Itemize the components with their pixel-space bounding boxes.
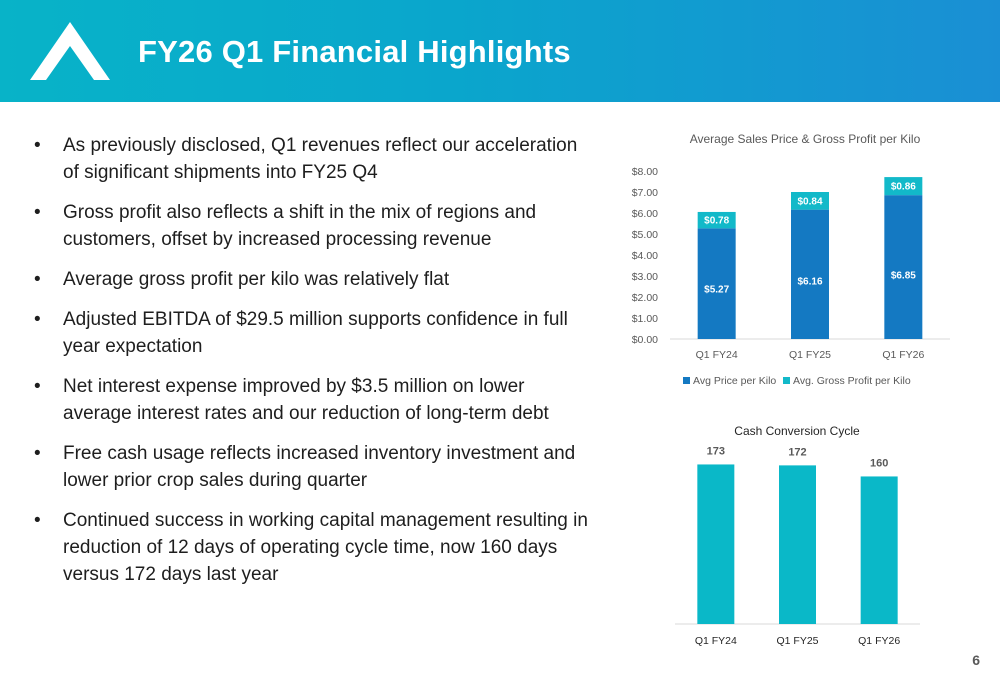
bullet-text: Adjusted EBITDA of $29.5 million support… xyxy=(63,309,568,357)
x-tick-label: Q1 FY26 xyxy=(858,635,900,647)
header-banner: FY26 Q1 Financial Highlights xyxy=(0,0,1000,102)
bullet-text: Average gross profit per kilo was relati… xyxy=(63,269,450,290)
legend-label: Avg. Gross Profit per Kilo xyxy=(793,375,911,387)
y-tick-label: $0.00 xyxy=(632,334,658,346)
legend-label: Avg Price per Kilo xyxy=(693,375,776,387)
profit-bar xyxy=(791,192,829,210)
bullet-text: Gross profit also reflects a shift in th… xyxy=(63,202,537,250)
bullet-dot-icon: • xyxy=(34,510,41,531)
data-label: $0.84 xyxy=(797,196,822,207)
y-tick-label: $4.00 xyxy=(632,250,658,262)
bullet-dot-icon: • xyxy=(34,376,41,397)
x-tick-label: Q1 FY24 xyxy=(695,635,737,647)
data-label: $6.16 xyxy=(797,277,822,288)
cycle-bar xyxy=(697,464,735,624)
bullet-text: Continued success in working capital man… xyxy=(63,510,588,585)
legend-swatch xyxy=(683,377,690,384)
bullet-text: As previously disclosed, Q1 revenues ref… xyxy=(63,135,578,183)
page-title: FY26 Q1 Financial Highlights xyxy=(138,34,571,69)
bullet-item: • Average gross profit per kilo was relat… xyxy=(32,266,597,293)
cycle-bar xyxy=(779,465,816,624)
bullet-dot-icon: • xyxy=(34,135,41,156)
bullet-text: Free cash usage reflects increased inven… xyxy=(63,443,576,491)
bullet-dot-icon: • xyxy=(34,443,41,464)
chart-title: Average Sales Price & Gross Profit per K… xyxy=(690,132,921,146)
data-label: $5.27 xyxy=(704,285,729,296)
cycle-bar xyxy=(860,476,898,624)
bullet-dot-icon: • xyxy=(34,202,41,223)
data-label: 172 xyxy=(788,446,806,458)
bullet-item: • Gross profit also reflects a shift in t… xyxy=(32,199,597,253)
bullet-text: Net interest expense improved by $3.5 mi… xyxy=(63,376,549,424)
bullet-item: • Continued success in working capital ma… xyxy=(32,507,597,588)
data-label: 160 xyxy=(870,457,888,469)
bullet-dot-icon: • xyxy=(34,269,41,290)
y-tick-label: $3.00 xyxy=(632,271,658,283)
chart-title: Cash Conversion Cycle xyxy=(734,424,860,438)
bullet-item: • Net interest expense improved by $3.5 m… xyxy=(32,373,597,427)
price-bar xyxy=(697,228,736,339)
bullet-item: • Free cash usage reflects increased inve… xyxy=(32,440,597,494)
y-tick-label: $2.00 xyxy=(632,292,658,304)
price-bar xyxy=(791,209,829,339)
data-label: $6.85 xyxy=(891,271,916,282)
price-bar xyxy=(884,195,923,339)
bullet-item: • Adjusted EBITDA of $29.5 million suppor… xyxy=(32,306,597,360)
x-tick-label: Q1 FY25 xyxy=(776,635,818,647)
highlights-list: • As previously disclosed, Q1 revenues re… xyxy=(32,132,597,601)
data-label: $0.78 xyxy=(704,216,729,227)
y-tick-label: $8.00 xyxy=(632,166,658,178)
data-label: 173 xyxy=(707,445,725,457)
legend-swatch xyxy=(783,377,790,384)
cash-conversion-chart: Cash Conversion Cycle 173 Q1 FY24 172 Q1 FY2… xyxy=(660,418,930,658)
data-label: $0.86 xyxy=(891,182,916,193)
y-tick-label: $6.00 xyxy=(632,208,658,220)
peak-chevron-icon xyxy=(30,22,110,80)
bullet-dot-icon: • xyxy=(34,309,41,330)
x-tick-label: Q1 FY25 xyxy=(789,349,831,361)
price-profit-chart: Average Sales Price & Gross Profit per K… xyxy=(620,122,990,402)
y-tick-label: $7.00 xyxy=(632,187,658,199)
bullet-item: • As previously disclosed, Q1 revenues re… xyxy=(32,132,597,186)
profit-bar xyxy=(884,177,923,196)
x-tick-label: Q1 FY26 xyxy=(882,349,924,361)
profit-bar xyxy=(697,211,736,229)
y-tick-label: $5.00 xyxy=(632,229,658,241)
y-tick-label: $1.00 xyxy=(632,313,658,325)
x-tick-label: Q1 FY24 xyxy=(696,349,738,361)
page-number: 6 xyxy=(972,652,980,668)
